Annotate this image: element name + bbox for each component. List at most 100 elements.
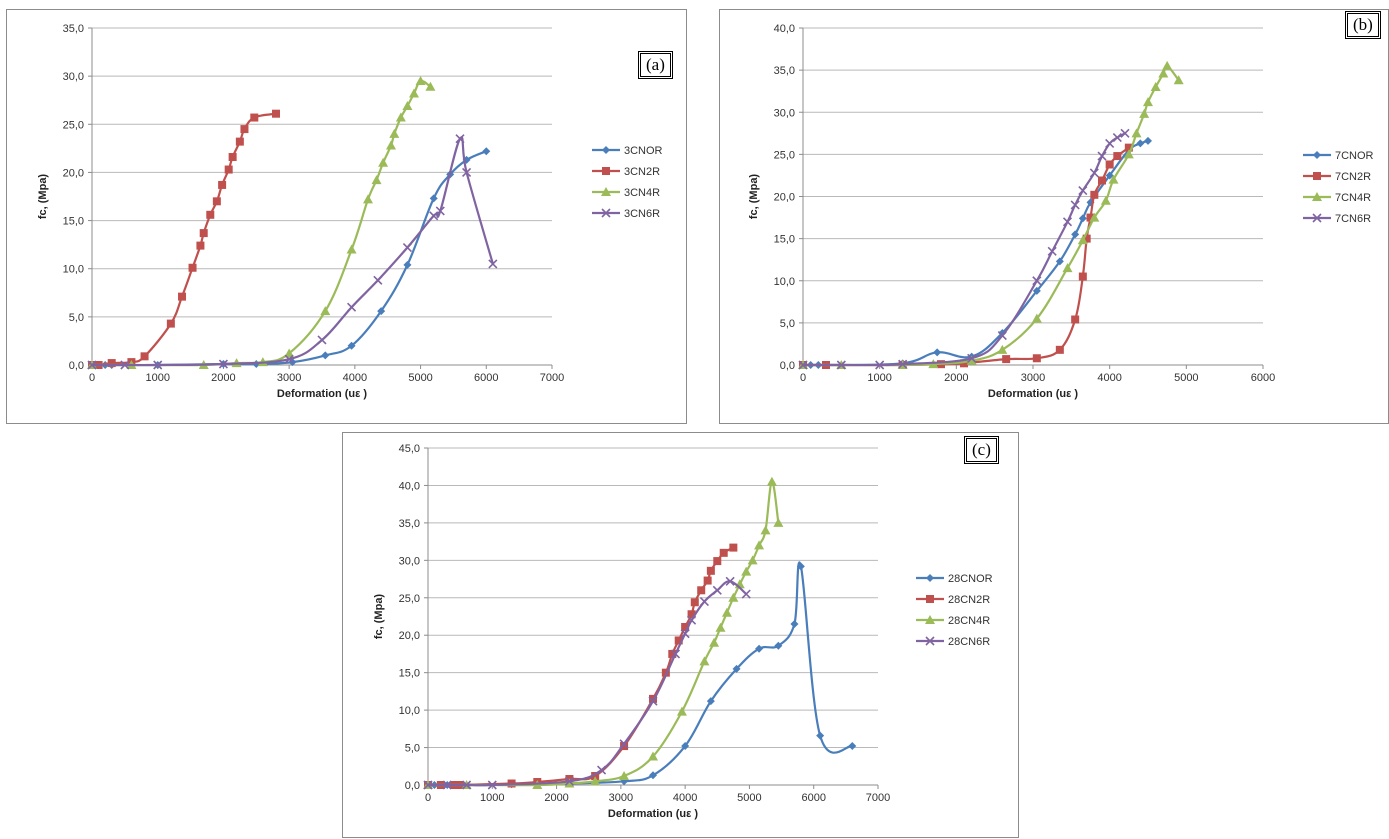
data-point-28CN6R [680, 629, 690, 639]
y-tick-label: 45,0 [399, 443, 420, 455]
y-tick-label: 30,0 [774, 107, 795, 119]
y-tick-label: 0,0 [405, 780, 420, 792]
data-point-7CN4R [1139, 108, 1150, 118]
chart-panel-c: 0,0 5,0 10,0 15,0 20,0 25,0 30,0 35,0 40,0 45,0 0 1… [342, 432, 1019, 838]
data-point-7CN2R [1078, 272, 1087, 281]
data-point-28CN6R [442, 780, 452, 790]
data-point-3CN4R [320, 306, 331, 316]
data-point-7CN6R [1062, 217, 1073, 227]
legend-marker-3CNOR [602, 146, 610, 154]
data-point-7CN6R [997, 330, 1007, 341]
x-tick-label: 6000 [474, 372, 498, 384]
x-axis-title: Deformation (uε ) [608, 808, 698, 820]
y-tick-label: 20,0 [63, 167, 84, 179]
y-tick-label: 35,0 [774, 65, 795, 77]
data-point-3CN2R [240, 125, 249, 134]
data-point-28CN6R [699, 596, 709, 607]
data-point-28CN2R [729, 543, 738, 552]
data-point-28CN4R [721, 607, 732, 617]
x-tick-label: 4000 [1097, 372, 1121, 384]
data-point-28CN6R [670, 649, 681, 659]
data-point-28CN6R [564, 776, 574, 786]
data-point-7CN4R [1089, 212, 1100, 222]
y-axis-title: fc, (Mpa) [37, 174, 49, 220]
data-point-3CNOR [429, 194, 438, 203]
data-point-3CN6R [429, 211, 439, 221]
y-tick-label: 0,0 [780, 360, 795, 372]
data-point-7CN4R [1131, 128, 1142, 138]
y-tick-label: 30,0 [63, 71, 84, 83]
data-point-7CNOR [1144, 136, 1152, 145]
data-point-7CN6R [875, 360, 885, 370]
data-point-3CN2R [196, 241, 205, 250]
data-point-28CN4R [728, 592, 739, 602]
x-tick-label: 5000 [737, 792, 761, 804]
data-point-7CN2R [960, 359, 968, 368]
x-tick-label: 3000 [609, 792, 633, 804]
data-point-7CN4R [1173, 75, 1184, 85]
x-tick-label: 2000 [544, 792, 568, 804]
legend-label-3CN6R: 3CN6R [624, 208, 660, 220]
x-tick-label: 1000 [145, 372, 169, 384]
data-point-28CN6R [741, 589, 751, 599]
data-point-7CNOR [1032, 286, 1041, 295]
x-tick-label: 2000 [944, 372, 968, 384]
data-point-7CN2R [1098, 176, 1106, 185]
data-point-3CN6R [462, 167, 472, 177]
data-point-3CN6R [347, 302, 357, 312]
data-point-3CN2R [250, 113, 259, 122]
data-point-28CN4R [709, 637, 720, 647]
data-point-28CN6R [687, 615, 697, 625]
y-tick-label: 25,0 [63, 119, 84, 131]
data-point-28CN2R [591, 772, 600, 781]
data-point-7CNOR [998, 328, 1007, 337]
data-point-7CN4R [1158, 68, 1169, 78]
data-point-7CN4R [1162, 60, 1173, 70]
x-tick-label: 6000 [801, 792, 825, 804]
series-line-7CN2R [803, 146, 1130, 367]
data-point-28CN4R [754, 540, 765, 550]
y-tick-label: 5,0 [405, 743, 420, 755]
panel-label-c: (c) [964, 436, 999, 464]
data-point-28CN2R [697, 586, 706, 595]
data-point-7CN6R [836, 360, 846, 370]
data-point-3CN6R [218, 359, 228, 369]
legend-marker-7CN4R [1312, 192, 1322, 201]
data-point-3CN6R [402, 242, 412, 253]
data-point-7CN6R [1070, 200, 1080, 210]
data-point-3CN4R [409, 88, 419, 98]
data-point-7CN6R [1112, 132, 1122, 143]
data-point-7CNOR [1136, 139, 1145, 148]
x-axis-title: Deformation (uε ) [988, 388, 1078, 400]
data-point-28CN6R [725, 576, 735, 586]
data-point-28CN4R [747, 555, 758, 565]
chart-panel-b: 0,0 5,0 10,0 15,0 20,0 25,0 30,0 35,0 40,0 0 1000 2… [719, 9, 1389, 424]
data-point-3CN2R [272, 109, 280, 118]
legend-label-7CN2R: 7CN2R [1335, 171, 1371, 183]
data-point-3CN4R [386, 140, 396, 150]
series-line-28CN4R [427, 480, 780, 787]
panel-label-b: (b) [1345, 11, 1381, 39]
y-tick-label: 20,0 [399, 630, 420, 642]
data-point-28CNOR [681, 742, 690, 751]
legend-marker-7CN6R [1312, 213, 1322, 223]
data-point-28CNOR [774, 641, 783, 650]
data-point-28CN2R [690, 598, 699, 607]
y-tick-label: 35,0 [63, 23, 84, 35]
y-tick-label: 5,0 [780, 318, 795, 330]
legend-label-28CN2R: 28CN2R [948, 594, 990, 606]
y-tick-label: 15,0 [63, 216, 84, 228]
data-point-3CN4R [389, 128, 400, 138]
x-axis-title: Deformation (uε ) [277, 388, 367, 400]
data-point-28CNOR [732, 664, 741, 673]
legend-label-28CN6R: 28CN6R [948, 636, 990, 648]
series-line-28CNOR [427, 561, 853, 787]
data-point-7CN2R [1082, 234, 1091, 243]
data-point-3CNOR [321, 351, 330, 360]
data-point-7CNOR [933, 348, 942, 357]
data-point-28CN2R [681, 622, 690, 631]
legend-label-28CNOR: 28CNOR [948, 573, 993, 585]
x-tick-label: 1000 [867, 372, 891, 384]
data-point-28CN4R [773, 517, 784, 527]
data-point-28CN2R [703, 576, 712, 585]
